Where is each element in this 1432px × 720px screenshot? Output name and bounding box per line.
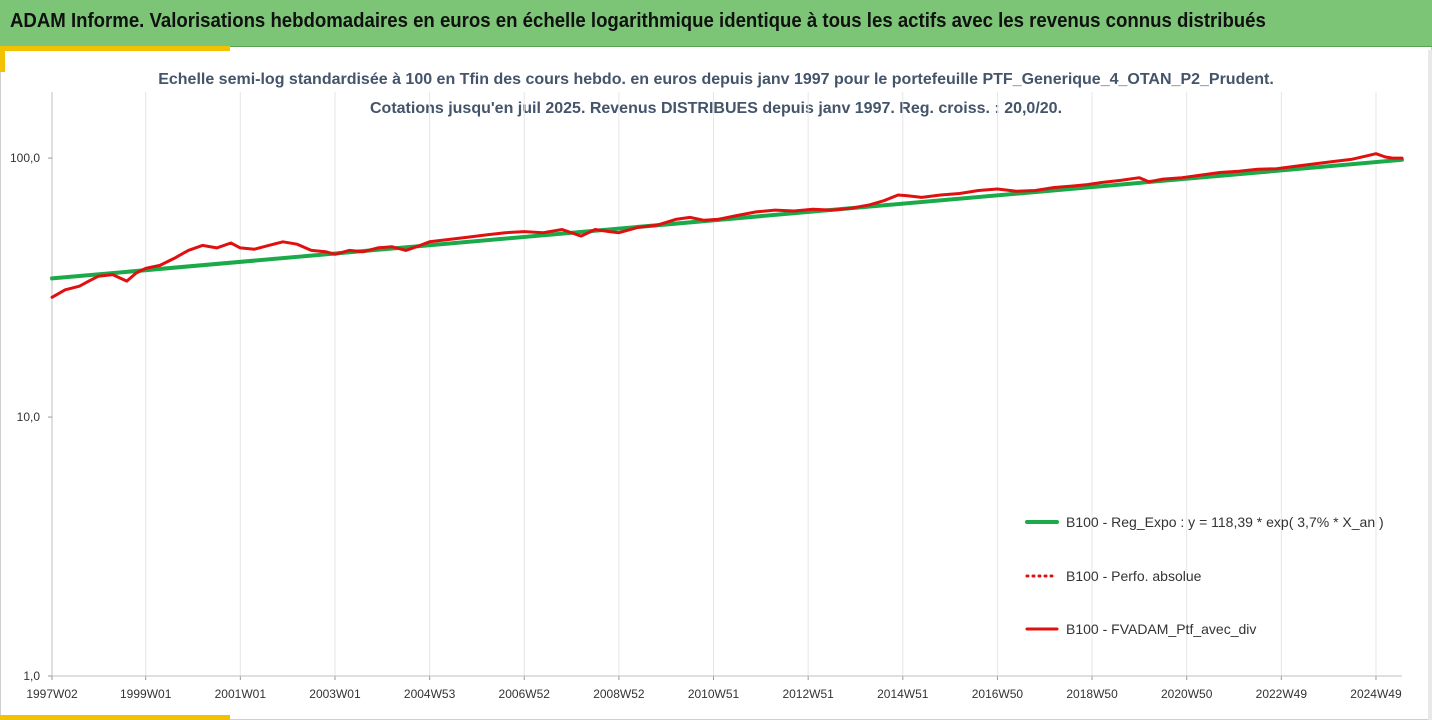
x-tick-labels: 1997W02 1999W01 2001W01 2003W01 2004W53 2006W… (26, 687, 1402, 701)
accent-bar-bottom (0, 715, 230, 720)
x-tick-label: 2004W53 (404, 687, 456, 701)
x-tick-label: 2010W51 (688, 687, 740, 701)
x-tick-label: 1999W01 (120, 687, 172, 701)
x-tick-label: 2014W51 (877, 687, 929, 701)
x-tick-label: 2012W51 (782, 687, 834, 701)
x-tick-label: 2024W49 (1350, 687, 1402, 701)
axes (48, 92, 1402, 680)
x-tick-label: 2016W50 (972, 687, 1024, 701)
x-tick-label: 2020W50 (1161, 687, 1213, 701)
y-tick-label: 10,0 (17, 410, 41, 424)
page-title: ADAM Informe. Valorisations hebdomadaire… (10, 10, 1266, 32)
series-lines (50, 152, 1404, 299)
legend-label-1: B100 - Perfo. absolue (1066, 568, 1202, 584)
x-tick-label: 1997W02 (26, 687, 78, 701)
chart-subtitle-line-2: Cotations jusqu'en juil 2025. Revenus DI… (369, 100, 1063, 117)
legend-label-0: B100 - Reg_Expo : y = 118,39 * exp( 3,7%… (1066, 514, 1384, 530)
legend-label-2: B100 - FVADAM_Ptf_avec_div (1066, 621, 1256, 637)
x-tick-label: 2006W52 (499, 687, 551, 701)
x-tick-label: 2018W50 (1066, 687, 1118, 701)
legend: B100 - Reg_Expo : y = 118,39 * exp( 3,7%… (1025, 514, 1384, 637)
x-tick-label: 2022W49 (1256, 687, 1308, 701)
accent-bar-top-vertical (0, 46, 5, 72)
y-tick-label: 100,0 (10, 151, 40, 165)
header-bar: ADAM Informe. Valorisations hebdomadaire… (0, 0, 1432, 47)
chart-subtitle-line-1: Echelle semi-log standardisée à 100 en T… (158, 71, 1274, 88)
y-tick-labels: 1,0 10,0 100,0 (10, 151, 40, 683)
accent-bar-right (1428, 50, 1432, 720)
x-tick-label: 2001W01 (215, 687, 267, 701)
accent-bar-top (0, 46, 230, 51)
y-tick-label: 1,0 (23, 669, 40, 683)
x-tick-label: 2003W01 (309, 687, 361, 701)
x-tick-label: 2008W52 (593, 687, 645, 701)
series-line-2 (50, 152, 1404, 299)
